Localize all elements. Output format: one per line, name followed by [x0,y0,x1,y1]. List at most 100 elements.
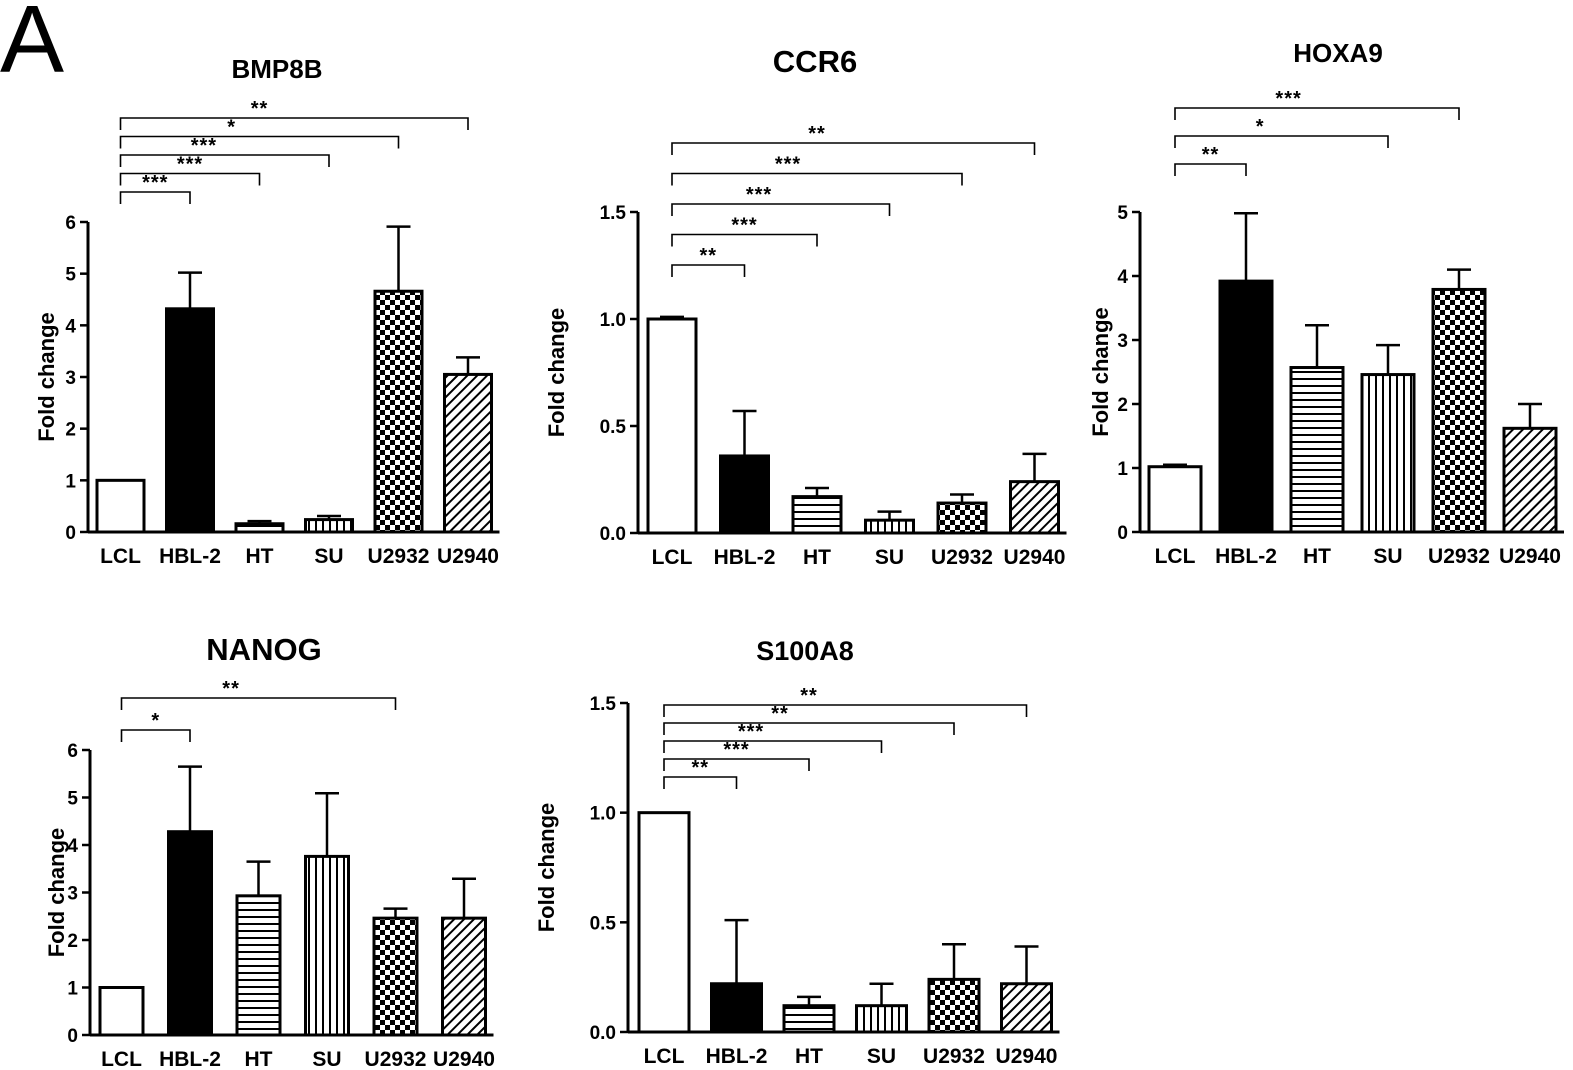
category-label: U2932 [368,545,430,568]
category-label: SU [875,546,904,569]
bar-ht [235,894,282,1037]
bar-u2940 [441,916,487,1037]
significance-label: *** [177,154,203,176]
y-tick-label: 1.0 [600,310,626,331]
category-label: HT [795,1045,823,1068]
bar-u2932 [372,916,419,1037]
bar-su [1360,373,1416,534]
bar-u2940 [1502,426,1558,534]
y-axis-label: Fold change [534,803,559,933]
y-axis-label: Fold change [544,308,569,438]
bar-su [304,854,350,1037]
y-tick-label: 1 [67,979,78,1000]
category-label: HT [245,1048,273,1070]
category-label: HT [803,546,831,569]
bar-lcl [95,478,146,534]
chart-title: NANOG [206,632,321,667]
y-axis-label: Fold change [1088,307,1113,437]
bar-ht [234,522,285,534]
bar-hbl-2 [165,307,215,534]
category-label: LCL [1155,545,1196,568]
y-tick-label: 3 [1117,331,1128,352]
significance-bracket [663,758,810,771]
chart-title: CCR6 [773,44,857,79]
y-tick-label: 1.0 [590,804,616,825]
y-tick-label: 0 [1117,523,1128,544]
y-tick-label: 4 [1117,267,1128,288]
significance-label: ** [691,757,709,779]
bar-hbl-2 [719,454,770,535]
y-tick-label: 1.5 [590,694,617,715]
y-tick-label: 0.5 [590,913,617,934]
category-label: SU [312,1048,341,1070]
significance-bracket [663,704,1028,717]
category-label: U2940 [433,1048,495,1070]
significance-label: ** [222,678,240,700]
category-label: LCL [101,1048,142,1070]
significance-label: * [1256,116,1265,138]
chart-bmp8b: BMP8B Fold change 0 1 2 3 4 5 6 LCL HBL-2 HT SU U2932… [34,54,500,568]
category-label: U2932 [923,1045,985,1068]
category-label: HBL-2 [706,1045,768,1068]
category-label: LCL [652,546,693,569]
y-tick-label: 1 [1117,459,1128,480]
significance-label: *** [738,721,764,743]
y-axis-label: Fold change [44,828,69,958]
significance-label: * [151,710,160,732]
significance-label: *** [731,215,757,237]
category-label: U2932 [365,1048,427,1070]
y-tick-label: 2 [67,931,78,952]
category-label: U2940 [1004,546,1066,569]
chart-title: S100A8 [756,636,854,666]
significance-bracket [671,264,746,277]
category-label: U2932 [1428,545,1490,568]
significance-bracket [671,172,963,186]
y-tick-label: 0 [67,1026,78,1047]
category-label: HBL-2 [1215,545,1277,568]
chart-title: BMP8B [231,54,322,84]
category-label: U2940 [996,1045,1058,1068]
category-label: U2940 [437,545,499,568]
significance-bracket [671,142,1036,155]
significance-bracket [663,740,883,753]
bar-u2940 [443,372,493,534]
category-label: HT [1303,545,1331,568]
significance-label: *** [1275,88,1301,110]
y-axis-label: Fold change [34,312,59,442]
y-tick-label: 5 [67,789,78,810]
category-label: LCL [644,1045,685,1068]
category-label: HBL-2 [159,545,221,568]
bar-ht [791,495,843,535]
significance-label: ** [699,245,717,267]
bar-lcl [646,317,698,535]
bar-u2932 [373,289,424,534]
category-label: HT [246,545,274,568]
category-label: HBL-2 [159,1048,221,1070]
y-tick-label: 5 [1117,203,1128,224]
bar-u2932 [1431,287,1487,534]
y-tick-label: 0.5 [600,417,627,438]
bar-u2932 [936,501,988,535]
significance-label: *** [142,172,168,194]
chart-ccr6: CCR6 Fold change 0.0 0.5 1.0 1.5 LCL HBL-2 HT SU U… [544,44,1067,569]
significance-label: *** [746,184,772,206]
significance-bracket [120,697,397,710]
bar-lcl [1147,465,1203,534]
bar-u2940 [1009,480,1060,535]
bar-lcl [637,811,691,1034]
chart-title: HOXA9 [1293,38,1383,68]
chart-s100a8: S100A8 Fold change 0.0 0.5 1.0 1.5 LCL HBL-2 HT S… [534,636,1060,1068]
significance-bracket [119,135,400,149]
category-label: SU [1373,545,1402,568]
bar-u2932 [927,977,981,1034]
significance-bracket [1174,135,1389,148]
bar-su [855,1004,908,1034]
significance-label: ** [800,685,818,707]
category-label: SU [314,545,343,568]
significance-label: *** [775,154,801,176]
y-tick-label: 1.5 [600,203,627,224]
bar-hbl-2 [167,830,213,1037]
significance-bracket [119,154,330,167]
significance-bracket [119,117,469,130]
significance-label: ** [1202,144,1220,166]
